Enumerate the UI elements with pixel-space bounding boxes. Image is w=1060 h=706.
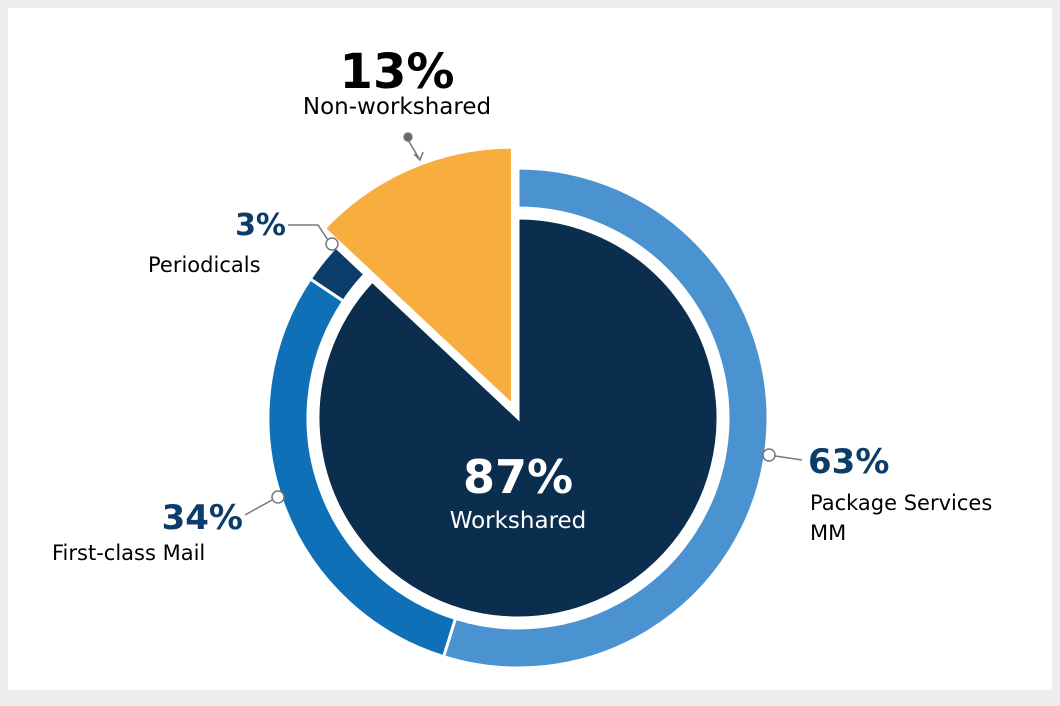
pie-slice bbox=[322, 145, 514, 409]
ring-segment bbox=[308, 244, 368, 304]
callout-line bbox=[244, 499, 273, 516]
callout-circle bbox=[271, 490, 285, 504]
category-label: First-class Mail bbox=[52, 541, 206, 565]
value-label: 13% bbox=[339, 44, 455, 100]
callout-line bbox=[774, 455, 803, 461]
callout-line bbox=[407, 139, 424, 162]
category-label: Periodicals bbox=[148, 253, 261, 277]
callout-line bbox=[288, 224, 329, 241]
value-label: 34% bbox=[161, 498, 243, 538]
callout-circle bbox=[325, 237, 339, 251]
callout-dot bbox=[403, 132, 413, 142]
value-label: 63% bbox=[808, 442, 890, 482]
callout-circle bbox=[762, 448, 776, 462]
category-label: Workshared bbox=[449, 508, 587, 534]
callouts bbox=[244, 132, 803, 516]
category-label: Non-workshared bbox=[302, 94, 492, 120]
value-label: 3% bbox=[235, 208, 286, 243]
category-label: Package Services MM bbox=[810, 491, 993, 545]
card: 87% Workshared 13% Non-workshared 3% Periodic… bbox=[8, 8, 1052, 690]
ring-segment bbox=[441, 166, 770, 670]
pie-slice bbox=[316, 216, 720, 620]
callout-circles bbox=[271, 237, 776, 504]
value-label: 87% bbox=[462, 450, 574, 504]
chart bbox=[244, 132, 803, 670]
